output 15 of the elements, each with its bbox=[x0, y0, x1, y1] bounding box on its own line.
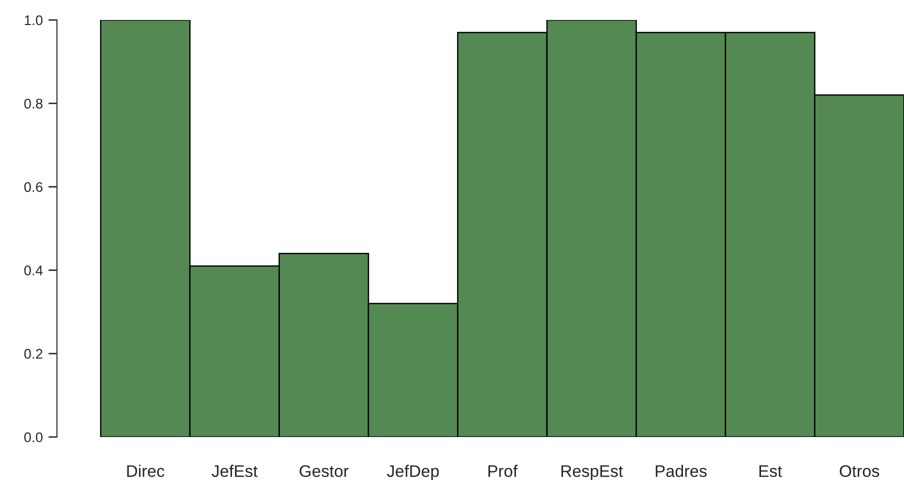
x-tick-label: Otros bbox=[840, 465, 880, 478]
x-tick-label: Direc bbox=[127, 464, 164, 478]
x-tick-label: Padres bbox=[656, 464, 707, 478]
y-tick-label: 0.2 bbox=[24, 348, 42, 359]
y-tick-label: 0.8 bbox=[24, 98, 42, 109]
x-tick-label: Est bbox=[759, 465, 782, 478]
x-tick-label: Gestor bbox=[300, 465, 349, 478]
y-tick-label: 1.0 bbox=[24, 15, 43, 26]
x-tick-label: JefEst bbox=[212, 464, 258, 478]
x-tick-label: JefDep bbox=[386, 464, 439, 480]
y-tick-label: 0.6 bbox=[24, 182, 42, 192]
y-tick-label: 0.4 bbox=[24, 266, 43, 276]
y-tick-label: 0.0 bbox=[24, 432, 43, 442]
x-tick-label: Prof bbox=[488, 464, 518, 478]
x-tick-label: RespEst bbox=[561, 465, 623, 480]
